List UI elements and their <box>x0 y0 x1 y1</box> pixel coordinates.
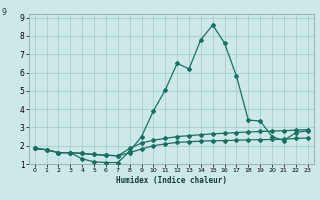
Text: 9: 9 <box>2 8 6 17</box>
X-axis label: Humidex (Indice chaleur): Humidex (Indice chaleur) <box>116 176 227 185</box>
